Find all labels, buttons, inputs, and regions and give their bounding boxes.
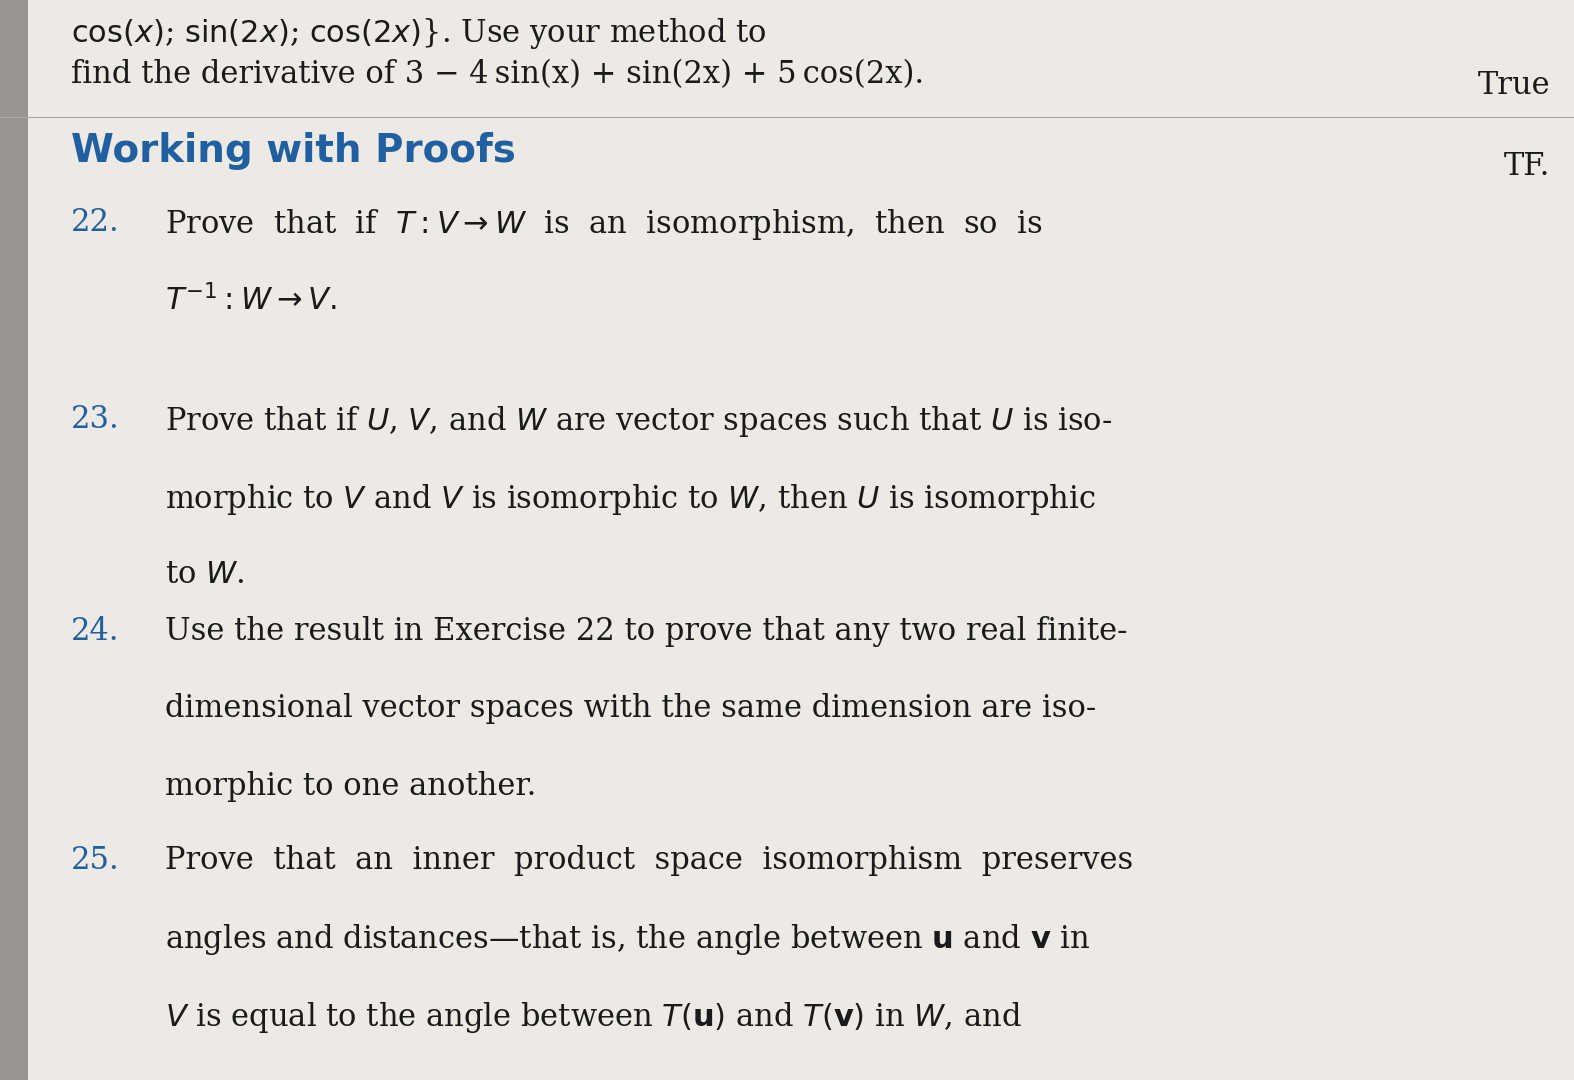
- Text: morphic to one another.: morphic to one another.: [165, 771, 537, 802]
- Text: dimensional vector spaces with the same dimension are iso-: dimensional vector spaces with the same …: [165, 693, 1097, 725]
- Text: 22.: 22.: [71, 207, 120, 239]
- Text: 23.: 23.: [71, 404, 120, 435]
- Text: Working with Proofs: Working with Proofs: [71, 132, 516, 170]
- Text: $\|\mathbf{u} - \mathbf{v}\|_V = \|T(\mathbf{u}) - T(\mathbf{v})\|_W.$: $\|\mathbf{u} - \mathbf{v}\|_V = \|T(\ma…: [165, 1078, 552, 1080]
- Text: morphic to $V$ and $V$ is isomorphic to $W$, then $U$ is isomorphic: morphic to $V$ and $V$ is isomorphic to …: [165, 482, 1096, 516]
- Text: Prove that if $U$, $V$, and $W$ are vector spaces such that $U$ is iso-: Prove that if $U$, $V$, and $W$ are vect…: [165, 404, 1113, 438]
- Text: 25.: 25.: [71, 845, 120, 876]
- Text: Prove  that  if  $T : V \rightarrow W$  is  an  isomorphism,  then  so  is: Prove that if $T : V \rightarrow W$ is a…: [165, 207, 1042, 242]
- Text: Prove  that  an  inner  product  space  isomorphism  preserves: Prove that an inner product space isomor…: [165, 845, 1133, 876]
- Text: $\cos(x)$; $\sin(2x)$; $\cos(2x)$}. Use your method to: $\cos(x)$; $\sin(2x)$; $\cos(2x)$}. Use …: [71, 16, 767, 51]
- Text: $T^{-1} : W \rightarrow V.$: $T^{-1} : W \rightarrow V.$: [165, 285, 337, 318]
- Text: to $W$.: to $W$.: [165, 559, 244, 591]
- Text: 24.: 24.: [71, 616, 120, 647]
- FancyBboxPatch shape: [0, 0, 28, 1080]
- Text: True: True: [1478, 70, 1550, 102]
- Text: TF.: TF.: [1505, 151, 1550, 183]
- Text: Use the result in Exercise 22 to prove that any two real finite-: Use the result in Exercise 22 to prove t…: [165, 616, 1127, 647]
- Text: find the derivative of 3 − 4 sin(x) + sin(2x) + 5 cos(2x).: find the derivative of 3 − 4 sin(x) + si…: [71, 59, 924, 91]
- Text: angles and distances—that is, the angle between $\mathbf{u}$ and $\mathbf{v}$ in: angles and distances—that is, the angle …: [165, 922, 1091, 957]
- Text: $V$ is equal to the angle between $T(\mathbf{u})$ and $T(\mathbf{v})$ in $W$, an: $V$ is equal to the angle between $T(\ma…: [165, 1000, 1022, 1035]
